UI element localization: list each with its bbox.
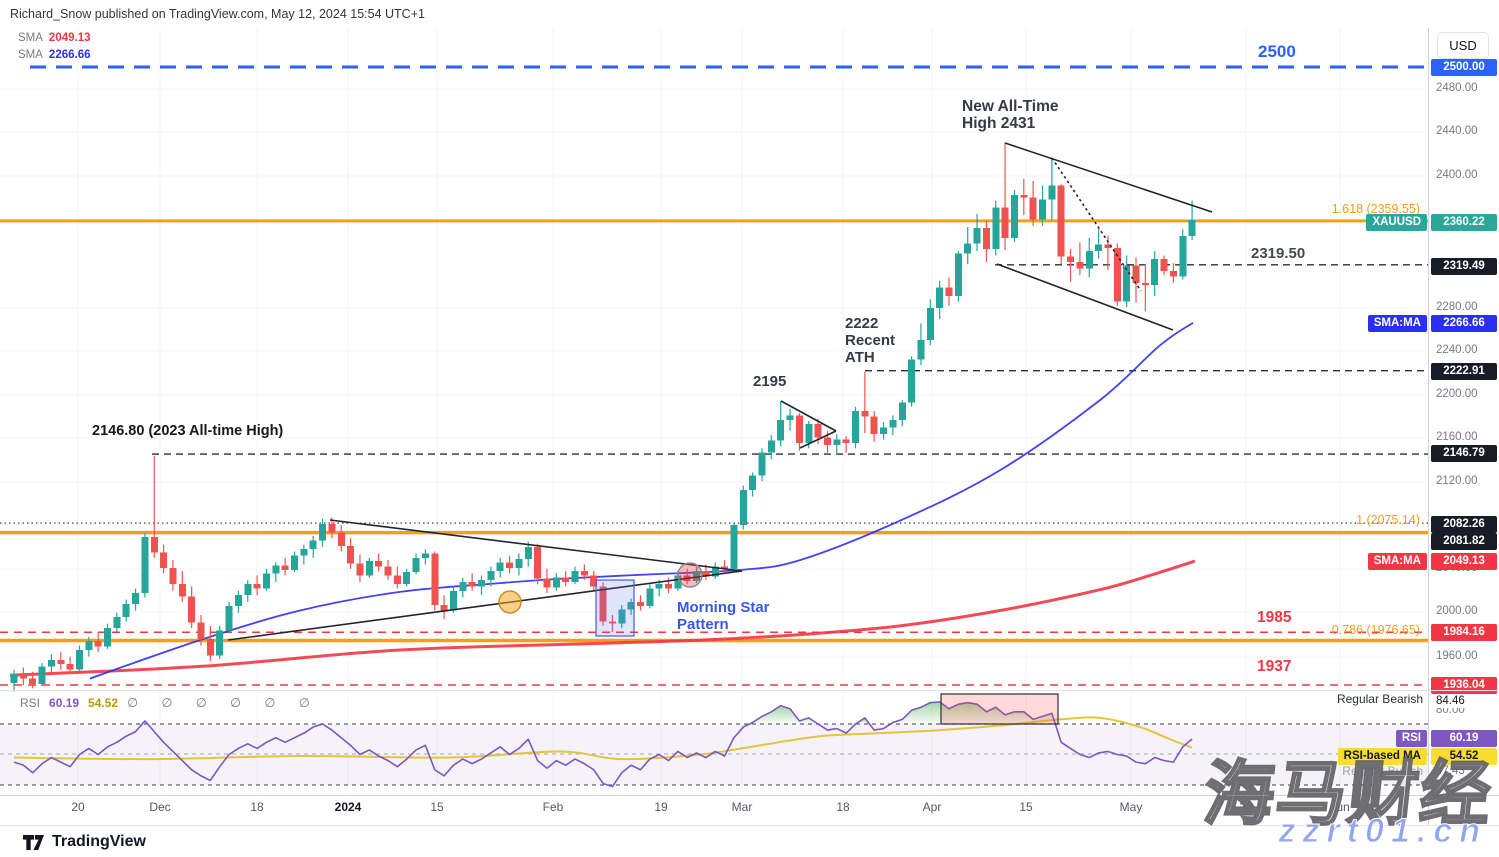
price-axis-chip: 60.19: [1431, 729, 1497, 747]
wedge-lower: [227, 570, 743, 641]
price-axis-chip: 2222.91: [1431, 362, 1497, 380]
time-axis-label: 18: [250, 800, 264, 814]
price-axis-chip: 2082.26: [1431, 515, 1497, 533]
sma-ma-tag: SMA:MA: [1367, 314, 1427, 332]
price-axis-chip: 1936.04: [1431, 676, 1497, 694]
price-axis-label: 84.46: [1433, 694, 1468, 708]
indicator-legend[interactable]: SMA 2049.13 SMA 2266.66: [18, 30, 91, 64]
time-axis-label: Mar: [731, 800, 753, 814]
time-axis-label: 15: [1019, 800, 1033, 814]
price-axis-label: 47.43: [1436, 765, 1465, 777]
price-axis-label: 2000.00: [1436, 605, 1478, 617]
morning-star-box: [595, 579, 635, 637]
rsi-based-ma-tag: RSI-based MA: [1337, 747, 1427, 765]
price-axis-chip: 2266.66: [1431, 314, 1497, 332]
price-axis-label: 2200.00: [1436, 388, 1478, 400]
rsi-pane: [0, 693, 1428, 788]
time-axis-border: [0, 795, 1499, 796]
sma-ma-tag: SMA:MA: [1367, 552, 1427, 570]
gridlines: [0, 28, 1428, 795]
time-axis-label: 20: [71, 800, 85, 814]
price-axis-chip: 2500.00: [1431, 58, 1497, 76]
pane-divider[interactable]: [0, 690, 1499, 691]
price-axis-label: 2480.00: [1436, 82, 1478, 94]
price-axis-label: 1960.00: [1436, 650, 1478, 662]
time-axis-label: 18: [836, 800, 850, 814]
price-axis-label: 2400.00: [1436, 169, 1478, 181]
tradingview-icon: [23, 834, 44, 850]
wedge-upper: [329, 519, 743, 572]
time-axis-label: May: [1119, 800, 1143, 814]
price-axis-chip: 2146.79: [1431, 444, 1497, 462]
time-axis-label: Dec: [149, 800, 171, 814]
tradingview-logo-link[interactable]: TradingView: [22, 833, 146, 851]
horizontal-levels: [0, 65, 1428, 686]
trendline-drawings: [227, 142, 1213, 641]
time-axis-label: Feb: [542, 800, 564, 814]
channel-upper: [1004, 142, 1213, 213]
price-axis-label: 2440.00: [1436, 125, 1478, 137]
price-axis-label: 2160.00: [1436, 431, 1478, 443]
time-axis-label: 15: [430, 800, 444, 814]
currency-toggle-button[interactable]: USD: [1437, 32, 1489, 59]
rsi-legend[interactable]: RSI 60.19 54.52 ∅ ∅ ∅ ∅ ∅ ∅: [20, 695, 320, 711]
channel-lower: [996, 263, 1174, 331]
price-rsi-chart[interactable]: [0, 0, 1428, 825]
time-axis-label: 2024: [334, 800, 362, 814]
sma-red-legend: SMA 2049.13: [18, 32, 91, 44]
price-axis-label: 2280.00: [1436, 301, 1478, 313]
price-axis-chip: 2319.49: [1431, 257, 1497, 275]
price-axis-label: 2240.00: [1436, 344, 1478, 356]
price-axis-chip: 1984.16: [1431, 623, 1497, 641]
time-axis-label: 19: [654, 800, 668, 814]
pennant-upper: [780, 400, 837, 432]
time-axis-label: 20: [1239, 800, 1253, 814]
higher-low-marker: [498, 590, 522, 614]
pennant-lower: [799, 430, 837, 449]
price-axis-chip: 2081.82: [1431, 532, 1497, 550]
time-scale[interactable]: 20 Dec 18 2024 15 Feb 19 Mar 18 Apr 15 May 20 Jun: [0, 795, 1499, 825]
bottom-bar: TradingView: [0, 825, 1499, 857]
publish-byline: Richard_Snow published on TradingView.co…: [10, 7, 425, 21]
hidden-params: ∅ ∅ ∅ ∅ ∅ ∅: [127, 696, 320, 710]
time-axis-label: Apr: [922, 800, 942, 814]
retest-marker: [677, 562, 703, 588]
xauusd-tag: XAUUSD: [1366, 213, 1427, 231]
price-axis-chip: 2360.22: [1431, 213, 1497, 231]
rsi-tag: RSI: [1395, 729, 1427, 747]
price-axis-label: 2120.00: [1436, 475, 1478, 487]
price-axis-chip: 2049.13: [1431, 552, 1497, 570]
tradingview-logo-text: TradingView: [52, 833, 146, 850]
breakdown-dotted: [1051, 157, 1142, 292]
price-axis-chip: 54.52: [1431, 747, 1497, 765]
candles-layer: [10, 142, 1196, 692]
sma-blue-legend: SMA 2266.66: [18, 49, 91, 61]
time-axis-label: Jun: [1330, 800, 1350, 814]
